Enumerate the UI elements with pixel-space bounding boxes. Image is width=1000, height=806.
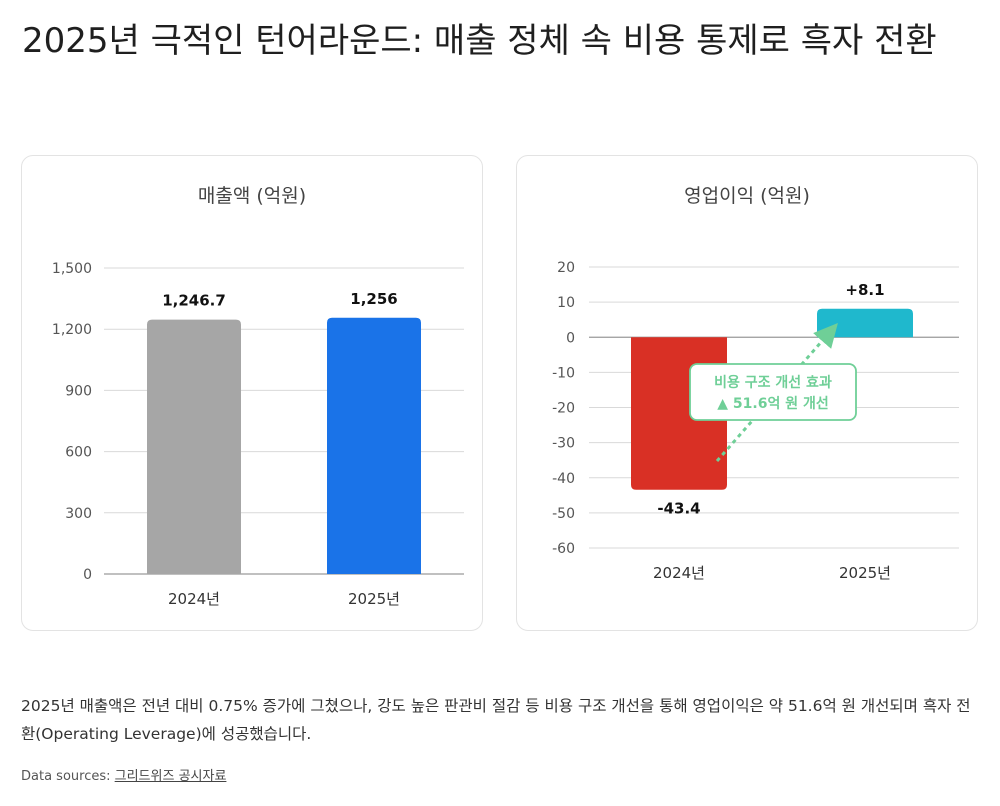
y-tick-label: 900 <box>65 383 92 399</box>
bar-2025년 <box>327 317 421 574</box>
revenue-chart-card: 매출액 (억원) 0 300 600 900 1,200 1,500 1,246.7 2024… <box>21 155 483 631</box>
operating-profit-chart-card: 영업이익 (억원) 20 10 0 -10 -20 -30 -40 -50 -60 -43.4 20… <box>516 155 978 631</box>
summary-text: 2025년 매출액은 전년 대비 0.75% 증가에 그쳤으나, 강도 높은 판… <box>21 697 971 743</box>
y-tick-label: 0 <box>566 330 575 346</box>
x-tick-label: 2024년 <box>168 590 220 608</box>
y-tick-label: 10 <box>557 295 575 311</box>
page-title: 2025년 극적인 턴어라운드: 매출 정체 속 비용 통제로 흑자 전환 <box>22 21 937 61</box>
sources-label: Data sources: <box>21 769 111 784</box>
x-tick-label: 2025년 <box>839 564 891 582</box>
y-tick-label: 0 <box>83 567 92 583</box>
annotation-line2: ▲ 51.6억 원 개선 <box>717 396 828 412</box>
operating-profit-chart: 20 10 0 -10 -20 -30 -40 -50 -60 -43.4 2024년 +8.1 202… <box>552 260 959 582</box>
y-tick-label: -40 <box>552 471 575 487</box>
annotation-line1: 비용 구조 개선 효과 <box>714 375 832 391</box>
bar-2024년 <box>147 319 241 574</box>
y-tick-label: -60 <box>552 541 575 557</box>
bar-2025년 <box>817 308 913 338</box>
y-tick-label: 1,200 <box>52 322 92 338</box>
data-label: -43.4 <box>657 500 700 518</box>
y-tick-label: -30 <box>552 436 575 452</box>
data-label: 1,246.7 <box>162 292 226 310</box>
sources-link[interactable]: 그리드위즈 공시자료 <box>114 769 227 784</box>
annotation-box <box>689 363 857 421</box>
operating-profit-chart-title: 영업이익 (억원) <box>684 185 810 207</box>
y-tick-label: -20 <box>552 401 575 417</box>
y-tick-label: 300 <box>65 506 92 522</box>
x-tick-label: 2025년 <box>348 590 400 608</box>
y-tick-label: 600 <box>65 445 92 461</box>
y-tick-label: -50 <box>552 506 575 522</box>
y-tick-label: 20 <box>557 260 575 276</box>
x-tick-label: 2024년 <box>653 564 705 582</box>
data-label: +8.1 <box>845 281 884 299</box>
y-tick-label: 1,500 <box>52 261 92 277</box>
revenue-chart: 0 300 600 900 1,200 1,500 1,246.7 2024년 1,256 202… <box>52 261 464 608</box>
data-label: 1,256 <box>350 290 397 308</box>
revenue-chart-title: 매출액 (억원) <box>197 185 307 207</box>
y-tick-label: -10 <box>552 365 575 381</box>
data-sources: Data sources: 그리드위즈 공시자료 <box>21 765 226 784</box>
